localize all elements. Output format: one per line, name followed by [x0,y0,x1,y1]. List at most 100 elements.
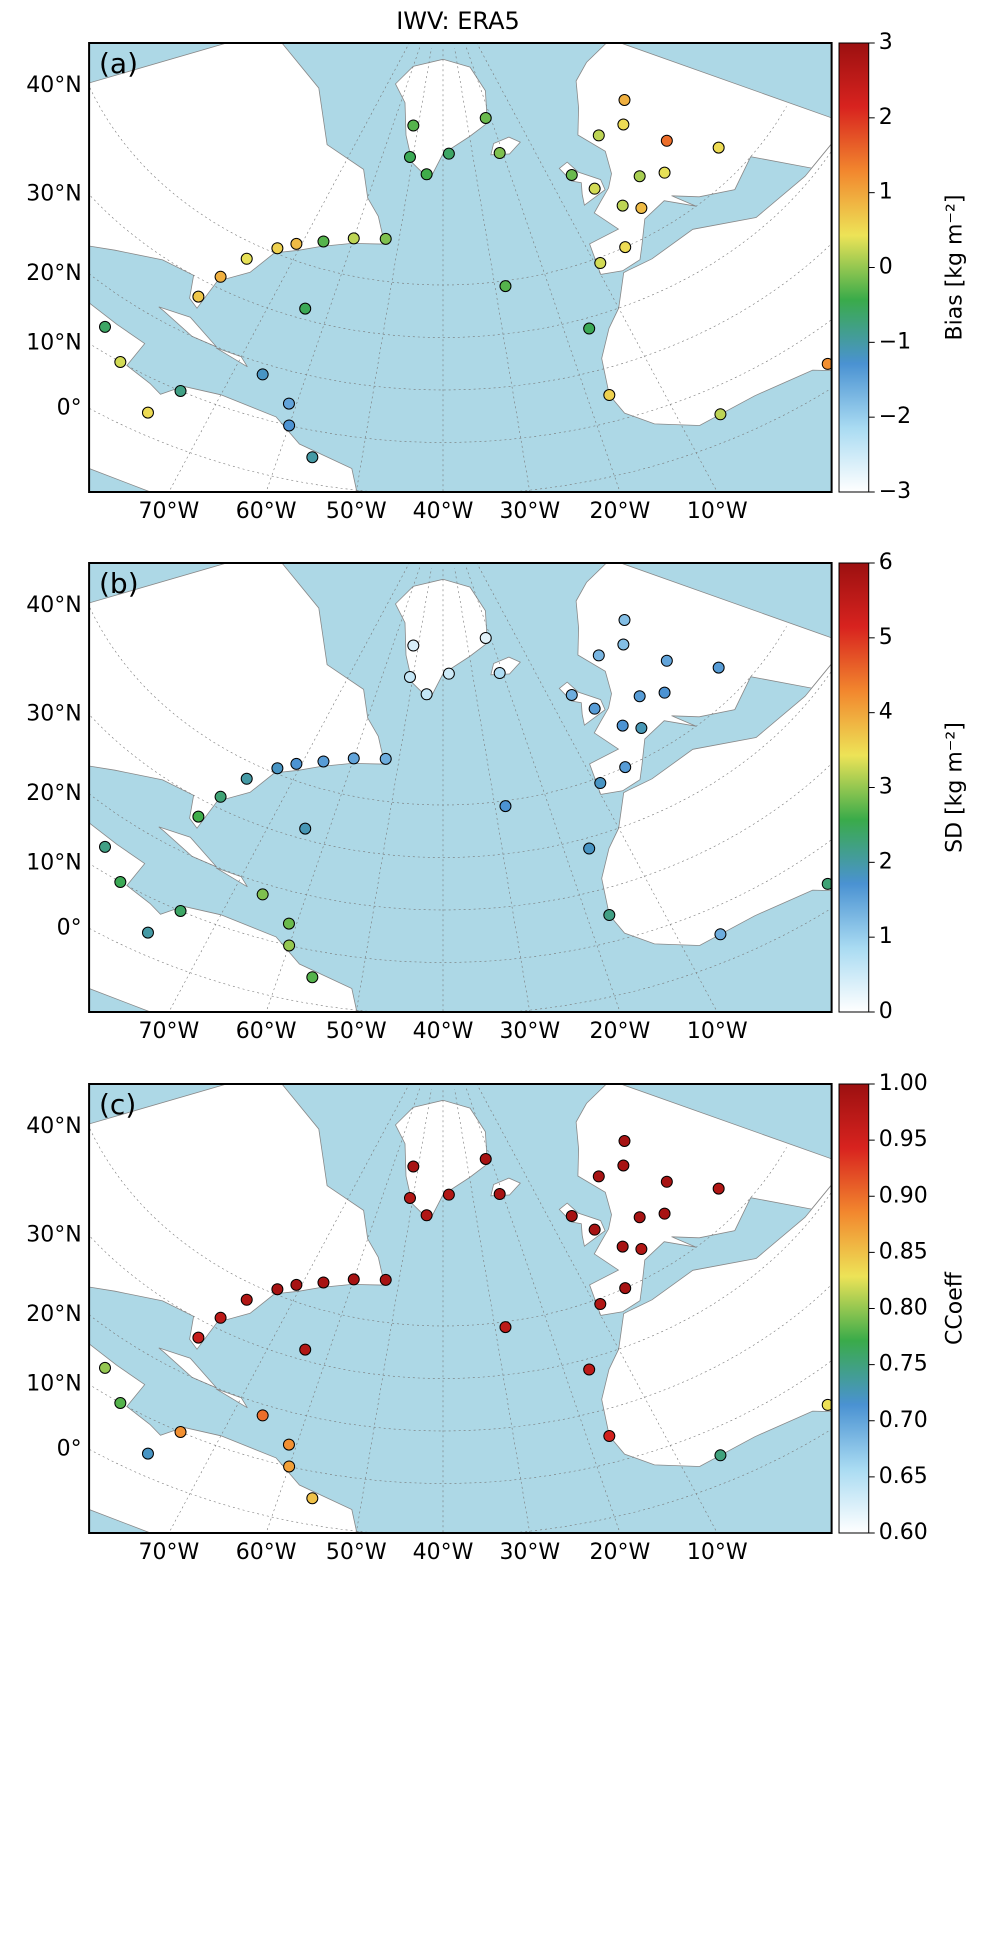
lon-tick-label: 20°W [590,1540,651,1565]
meridian [168,1084,410,1533]
land [215,347,248,368]
lat-tick-label: 20°N [26,781,81,806]
land [89,302,364,492]
station [379,232,392,245]
parallel [89,150,832,338]
land [158,826,217,868]
lat-tick-label: 0° [57,1436,82,1461]
lat-tick-label: 10°N [26,1371,81,1396]
station [214,1311,227,1324]
station [299,822,312,835]
colorbar [838,562,870,1013]
station [616,1240,629,1253]
station [714,1449,727,1462]
lon-tick-label: 10°W [687,1019,748,1044]
station [619,1282,632,1295]
station [821,877,832,890]
colorbar-tick-label: 0.65 [879,1464,928,1489]
lat-tick-label: 30°N [26,1223,81,1248]
station [256,368,269,381]
station [282,1438,295,1451]
colorbar-tick-label: 2 [879,105,893,130]
lon-tick-label: 30°W [499,1540,560,1565]
station [141,1447,154,1460]
land [158,1347,217,1389]
map-frame [88,42,833,493]
land [215,867,248,888]
figure-title: IWV: ERA5 [396,7,520,35]
station [256,888,269,901]
station [635,1243,648,1256]
station [271,1283,284,1296]
station [588,182,601,195]
colorbar-tick-label: 0.85 [879,1239,928,1264]
station [583,1363,596,1376]
meridian [355,568,432,1012]
station [420,688,433,701]
meridian [465,46,621,492]
meridian [168,563,410,1012]
meridian [465,1087,621,1533]
station [479,112,492,125]
lat-tick-label: 20°N [26,1302,81,1327]
station [592,649,605,662]
lon-tick-label: 60°W [236,499,297,524]
station [256,1409,269,1422]
station [479,632,492,645]
parallel [89,670,832,858]
lon-tick-label: 40°W [413,1019,474,1044]
colorbar-tick-label: 6 [879,550,893,575]
lon-tick-label: 20°W [590,499,651,524]
lon-tick-label: 70°W [138,1019,199,1044]
station [616,719,629,732]
station [282,397,295,410]
station [618,94,631,107]
lat-tick-label: 30°N [26,182,81,207]
lat-tick-label: 10°N [26,850,81,875]
station [583,322,596,335]
station [635,202,648,215]
station [619,241,632,254]
station [407,639,420,652]
station [617,638,630,651]
station [618,614,631,627]
station [635,722,648,735]
station [594,777,607,790]
meridian [355,48,432,492]
lat-tick-label: 0° [57,395,82,420]
station [240,252,253,265]
station [403,670,416,683]
station [192,1331,205,1344]
parallel [89,1191,832,1379]
lon-tick-label: 10°W [687,1540,748,1565]
station [660,654,673,667]
station [442,1188,455,1201]
station [499,800,512,813]
panel-label: (c) [99,1088,136,1121]
colorbar-tick-label: 0 [879,999,893,1024]
station [282,917,295,930]
lon-tick-label: 70°W [138,1540,199,1565]
station [493,147,506,160]
station [658,1207,671,1220]
station [594,257,607,270]
station [565,168,578,181]
station [240,772,253,785]
map [89,563,832,1012]
station [633,1211,646,1224]
station [499,280,512,293]
meridian [476,43,718,492]
land [575,43,832,275]
station [306,971,319,984]
station [379,1273,392,1286]
meridian [454,568,531,1012]
station [565,1209,578,1222]
station [617,1159,630,1172]
colorbar [838,42,870,493]
station [290,757,303,770]
lon-tick-label: 50°W [326,499,387,524]
colorbar-tick-label: 3 [879,30,893,55]
lat-tick-label: 20°N [26,261,81,286]
station [712,1182,725,1195]
station [714,408,727,421]
